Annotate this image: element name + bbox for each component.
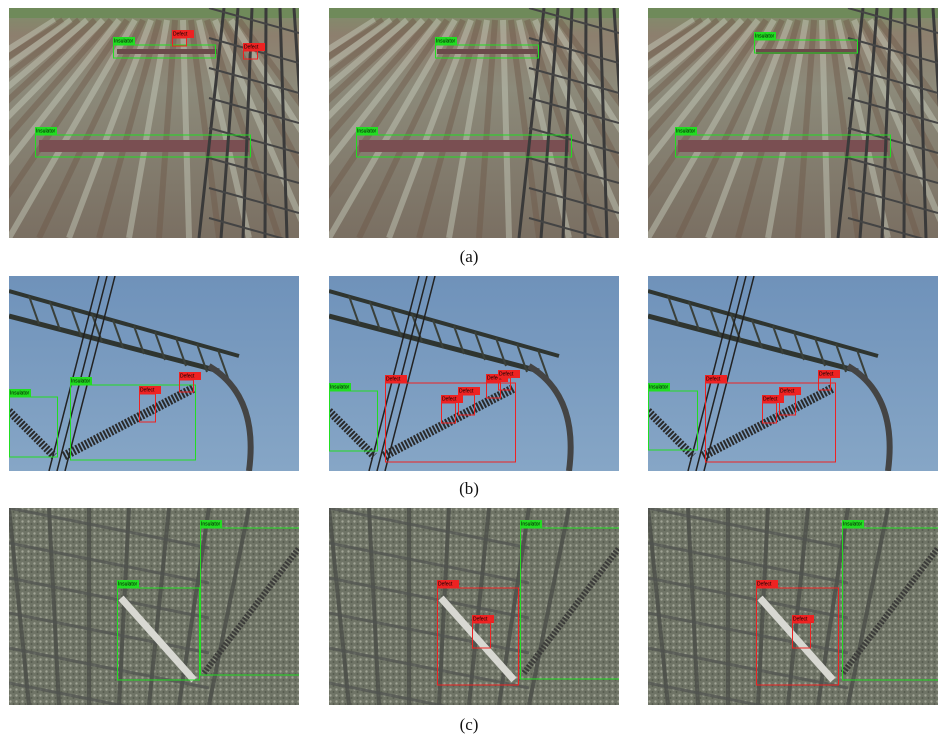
detection-label: Defect [442, 396, 457, 402]
insulator [359, 140, 569, 152]
page: {"rows": [ {"caption": "(a)", "images": … [0, 0, 938, 738]
detection-label: Insulator [357, 128, 377, 134]
detection-label: Defect [706, 376, 721, 382]
detection-label: Insulator [118, 581, 138, 587]
detection-label: Insulator [36, 128, 56, 134]
row-caption: (b) [459, 479, 479, 498]
photo: InsulatorDefectDefectDefectDefectDefect [329, 276, 619, 471]
photo: Insulator Insulator Defect Defect [9, 276, 299, 471]
detection-label: Insulator [10, 390, 30, 396]
detection-label: Defect [793, 616, 808, 622]
insulator [39, 140, 249, 152]
row-caption: (c) [460, 715, 479, 734]
detection-label: Defect [438, 581, 453, 587]
horizon [648, 8, 938, 18]
detection-label: Defect [763, 396, 778, 402]
detection-label: Defect [473, 616, 488, 622]
detection-label: Insulator [521, 521, 541, 527]
detection-label: Insulator [676, 128, 696, 134]
detection-label: Defect [819, 371, 834, 377]
detection-label: Insulator [843, 521, 863, 527]
row-caption: (a) [460, 247, 479, 266]
insulator [678, 140, 888, 152]
detection-label: Insulator [114, 38, 134, 44]
insulator [117, 49, 217, 54]
detection-label: Defect [173, 31, 188, 37]
detection-label: Defect [386, 376, 401, 382]
figure: InsulatorDefectDefectInsulatorInsulatorI… [0, 0, 938, 738]
detection-label: Defect [180, 373, 195, 379]
detection-label: Defect [459, 388, 474, 394]
detection-label: Defect [757, 581, 772, 587]
horizon [329, 8, 619, 18]
detection-label: Insulator [71, 378, 91, 384]
insulator [437, 49, 537, 54]
detection-label: Insulator [201, 521, 221, 527]
detection-label: Insulator [330, 384, 350, 390]
photo: Defect Defect Insulator [329, 508, 630, 723]
detection-label: Insulator [755, 33, 775, 39]
horizon [9, 8, 299, 18]
detection-label: Defect [780, 388, 795, 394]
detection-label: Defect [140, 387, 155, 393]
photo: Defect Defect Insulator [648, 508, 938, 723]
detection-label: Defect [499, 371, 514, 377]
detection-label: Defect [244, 44, 259, 50]
detection-label: Insulator [436, 38, 456, 44]
detection-label: Insulator [649, 384, 669, 390]
photo: Insulator Insulator [9, 508, 308, 723]
